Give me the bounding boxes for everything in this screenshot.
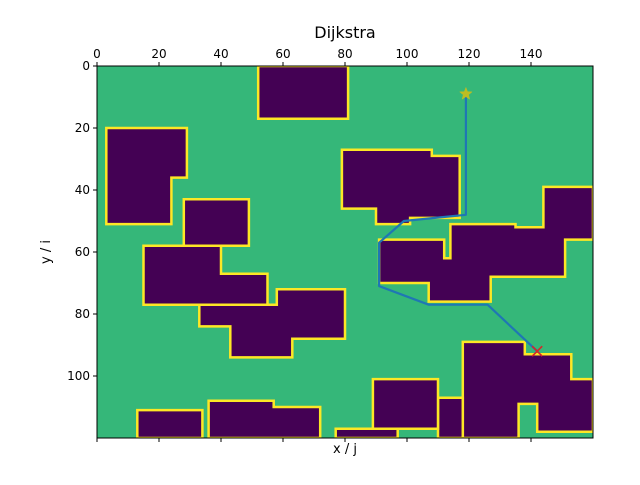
x-tick-label: 100 <box>396 47 419 61</box>
obstacle-13 <box>334 427 399 438</box>
x-tick-label: 20 <box>151 47 166 61</box>
obstacle-5 <box>198 287 347 359</box>
chart-title: Dijkstra <box>314 23 375 42</box>
obstacle-6 <box>340 148 461 226</box>
ticks-layer: 0 20 40 60 80 100 120 140 0 20 40 60 80 100 <box>67 47 542 442</box>
y-tick-label: 40 <box>75 183 90 197</box>
y-tick-label: 80 <box>75 307 90 321</box>
obstacle-7 <box>377 185 593 303</box>
obstacle-9 <box>436 396 465 438</box>
obstacle-11 <box>207 399 322 438</box>
obstacle-1 <box>256 66 350 120</box>
path-layer <box>378 92 539 353</box>
obstacle-8 <box>461 340 593 438</box>
start-star-marker <box>459 86 473 100</box>
goal-x-stroke <box>531 345 543 357</box>
obstacle-10 <box>371 377 440 430</box>
x-tick-label: 120 <box>458 47 481 61</box>
x-tick-label: 140 <box>520 47 543 61</box>
x-tick-label: 0 <box>93 47 101 61</box>
x-tick-label: 80 <box>337 47 352 61</box>
y-tick-label: 0 <box>82 59 90 73</box>
obstacles-layer <box>105 66 593 438</box>
x-tick-label: 60 <box>275 47 290 61</box>
y-tick-label: 100 <box>67 369 90 383</box>
path-line <box>378 92 539 353</box>
obstacle-4 <box>142 244 269 306</box>
x-axis-label: x / j <box>333 442 357 457</box>
y-tick-label: 60 <box>75 245 90 259</box>
obstacle-3 <box>182 198 251 248</box>
x-tick-label: 40 <box>213 47 228 61</box>
obstacle-2 <box>105 126 189 226</box>
y-tick-label: 20 <box>75 121 90 135</box>
obstacle-12 <box>136 408 204 438</box>
y-axis-label: y / i <box>39 240 54 264</box>
marker-layer <box>459 86 543 357</box>
goal-x-marker <box>531 345 543 357</box>
